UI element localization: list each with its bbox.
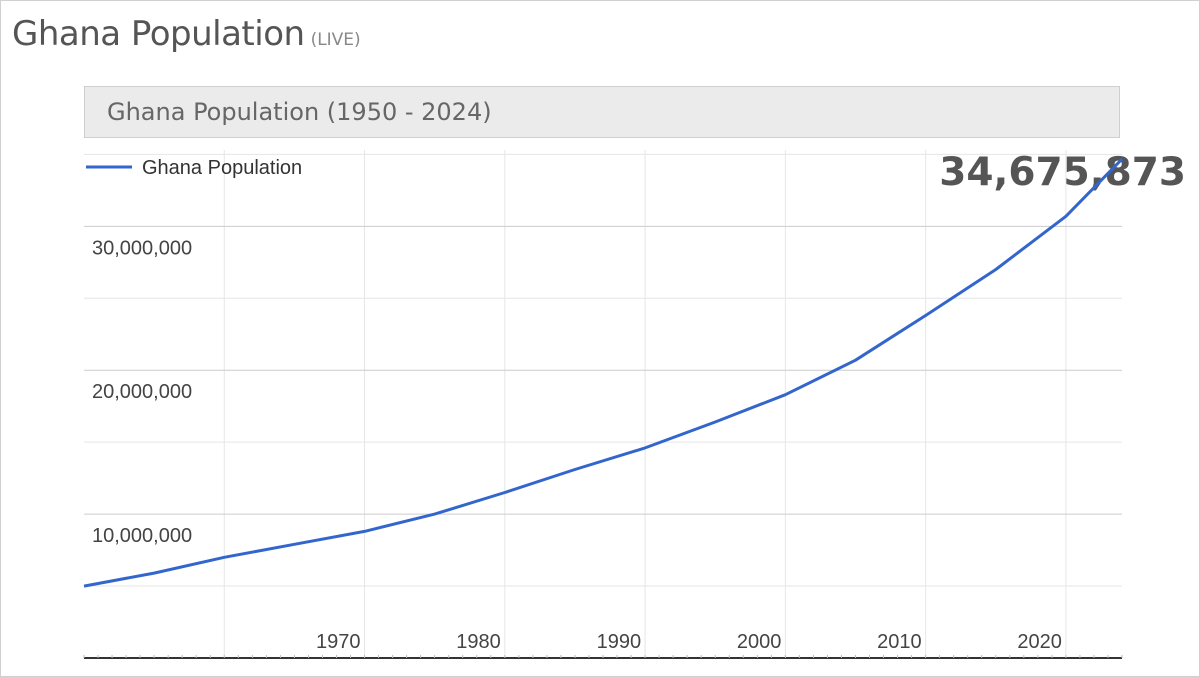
chart-title: Ghana Population (1950 - 2024) xyxy=(107,98,492,126)
x-tick-label: 1990 xyxy=(597,631,642,653)
current-population-value: 34,675,873 xyxy=(939,150,1186,195)
x-tick-label: 1970 xyxy=(316,631,361,653)
y-tick-label: 20,000,000 xyxy=(92,381,192,403)
page-title: Ghana Population (LIVE) xyxy=(12,14,361,54)
series-line xyxy=(83,158,1124,588)
x-tick-label: 2010 xyxy=(877,631,922,653)
chart-title-bar: Ghana Population (1950 - 2024) xyxy=(84,86,1120,138)
y-tick-label: 10,000,000 xyxy=(92,525,192,547)
live-tag: (LIVE) xyxy=(310,30,361,50)
legend-label: Ghana Population xyxy=(142,157,302,179)
x-tick-label: 2020 xyxy=(1017,631,1062,653)
x-tick-label: 2000 xyxy=(737,631,782,653)
x-tick-label: 1980 xyxy=(456,631,501,653)
y-tick-label: 30,000,000 xyxy=(92,237,192,259)
page-title-text: Ghana Population xyxy=(12,14,305,54)
